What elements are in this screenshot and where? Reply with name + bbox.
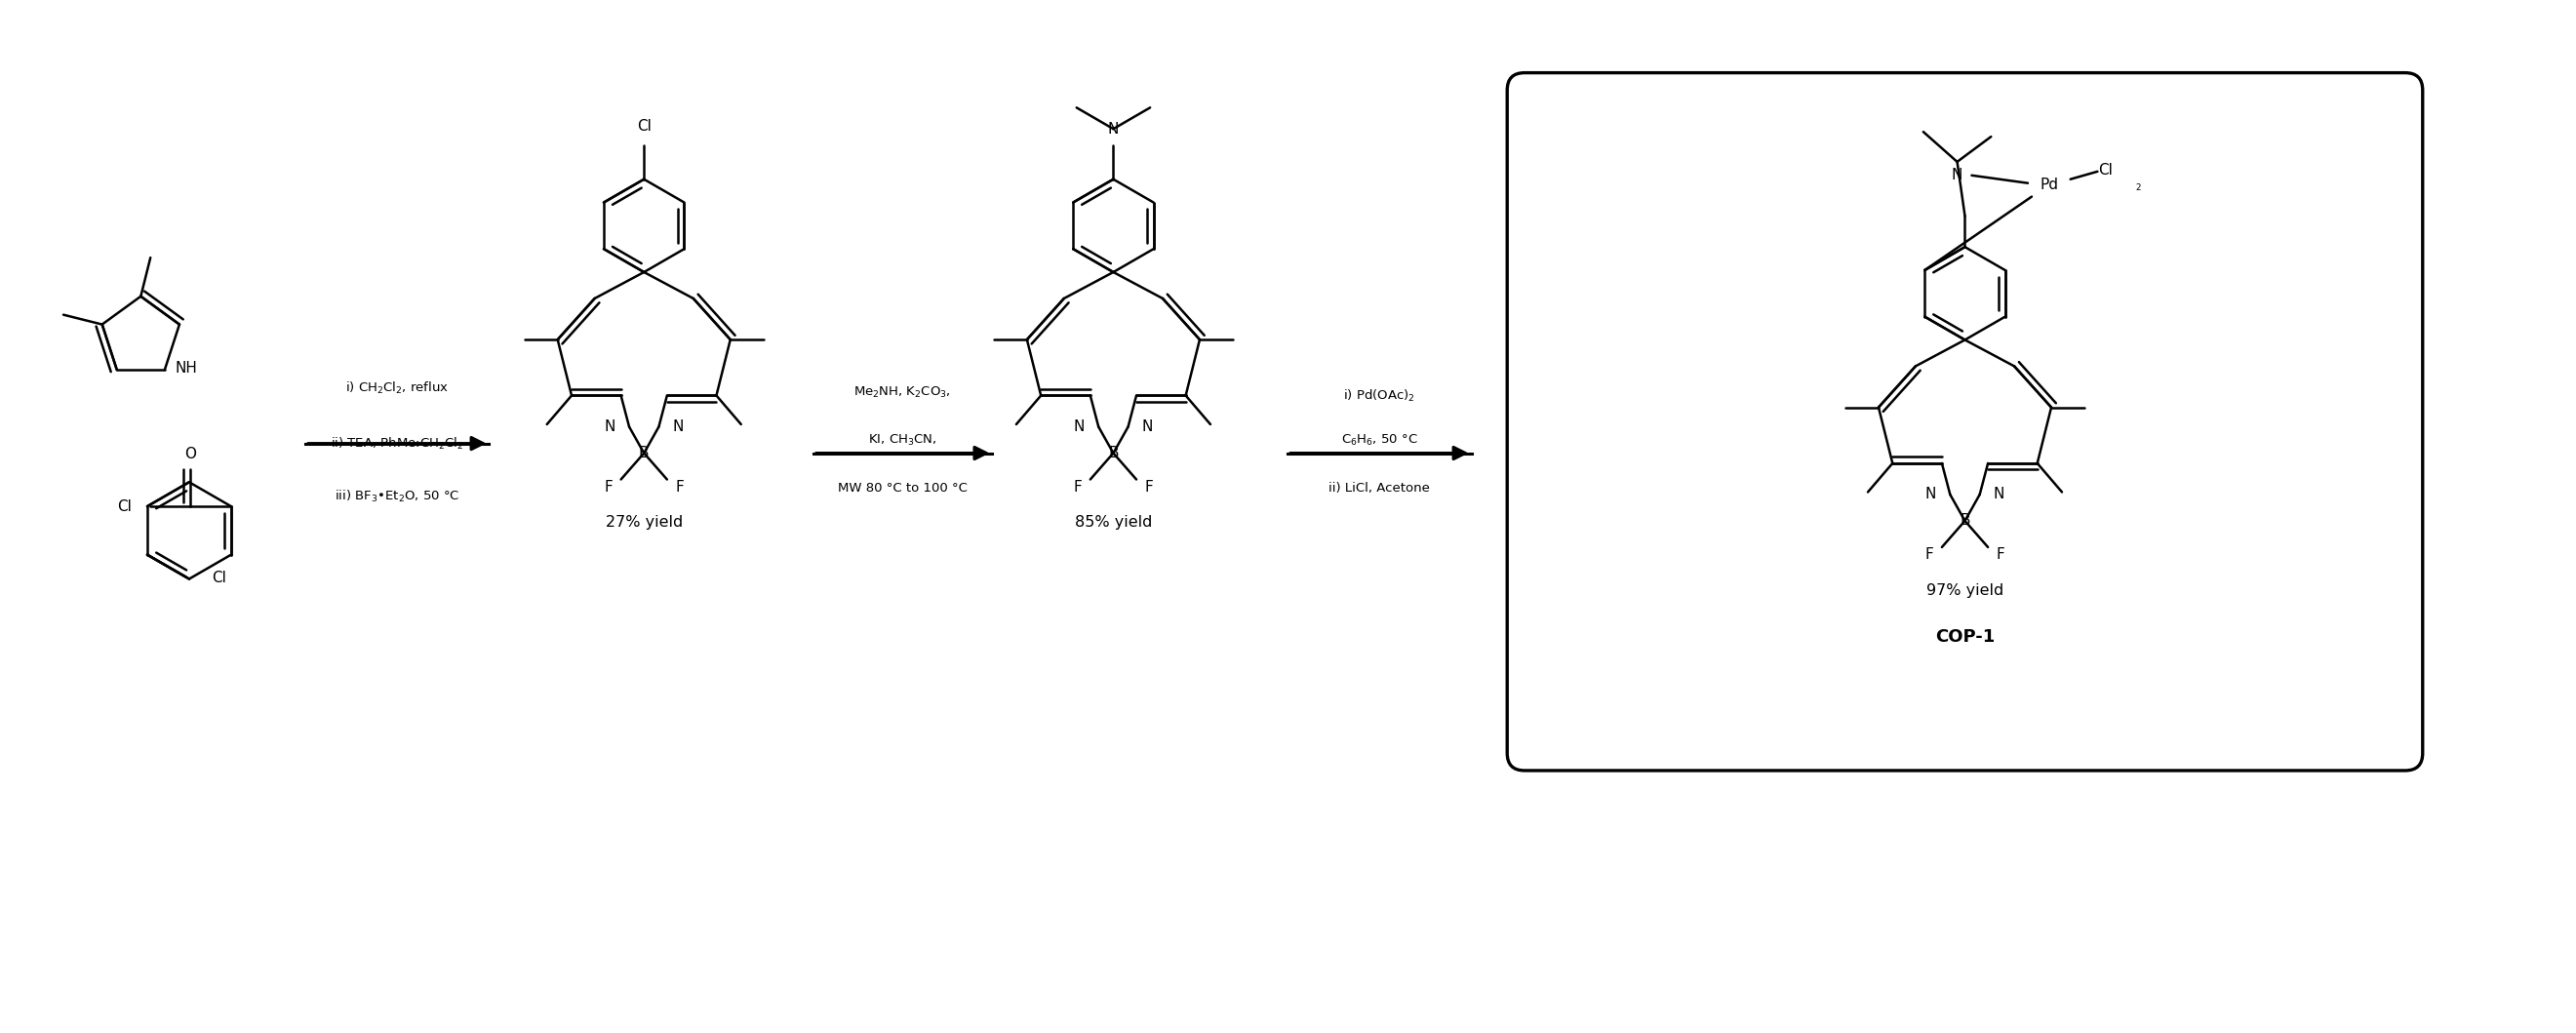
Text: C$_6$H$_6$, 50 °C: C$_6$H$_6$, 50 °C — [1342, 433, 1417, 448]
Text: F: F — [675, 480, 683, 495]
Text: F: F — [1924, 547, 1935, 562]
Text: Pd: Pd — [2040, 178, 2058, 192]
Text: COP-1: COP-1 — [1935, 628, 1994, 646]
Text: N: N — [1994, 488, 2004, 502]
Text: N: N — [1141, 419, 1154, 434]
Text: NH: NH — [175, 361, 198, 375]
Text: Cl: Cl — [636, 119, 652, 133]
Text: O: O — [185, 446, 196, 462]
FancyBboxPatch shape — [1507, 72, 2421, 771]
Text: B: B — [639, 446, 649, 461]
Text: N: N — [672, 419, 683, 434]
Text: B: B — [1108, 446, 1118, 461]
Text: N: N — [1953, 168, 1963, 183]
Text: KI, CH$_3$CN,: KI, CH$_3$CN, — [868, 433, 938, 448]
Text: iii) BF$_3$•Et$_2$O, 50 °C: iii) BF$_3$•Et$_2$O, 50 °C — [335, 489, 461, 505]
Text: ii) LiCl, Acetone: ii) LiCl, Acetone — [1329, 482, 1430, 495]
Text: Cl: Cl — [211, 570, 227, 586]
Text: N: N — [1108, 122, 1118, 136]
Text: 27% yield: 27% yield — [605, 515, 683, 530]
Text: F: F — [1144, 480, 1154, 495]
Text: N: N — [605, 419, 616, 434]
Text: $_2$: $_2$ — [2136, 181, 2141, 193]
Text: 85% yield: 85% yield — [1074, 515, 1151, 530]
Text: F: F — [1074, 480, 1082, 495]
Text: i) Pd(OAc)$_2$: i) Pd(OAc)$_2$ — [1345, 388, 1414, 404]
Text: Cl: Cl — [118, 499, 131, 513]
Text: N: N — [1074, 419, 1084, 434]
Text: MW 80 °C to 100 °C: MW 80 °C to 100 °C — [837, 482, 966, 495]
Text: Cl: Cl — [2097, 163, 2112, 178]
Text: F: F — [1996, 547, 2004, 562]
Text: i) CH$_2$Cl$_2$, reflux: i) CH$_2$Cl$_2$, reflux — [345, 380, 448, 396]
Text: Me$_2$NH, K$_2$CO$_3$,: Me$_2$NH, K$_2$CO$_3$, — [853, 385, 951, 400]
Text: N: N — [1924, 488, 1937, 502]
Text: ii) TEA, PhMe:CH$_2$Cl$_2$: ii) TEA, PhMe:CH$_2$Cl$_2$ — [330, 436, 464, 451]
Text: F: F — [605, 480, 613, 495]
Text: B: B — [1960, 513, 1971, 528]
Text: 97% yield: 97% yield — [1927, 584, 2004, 598]
